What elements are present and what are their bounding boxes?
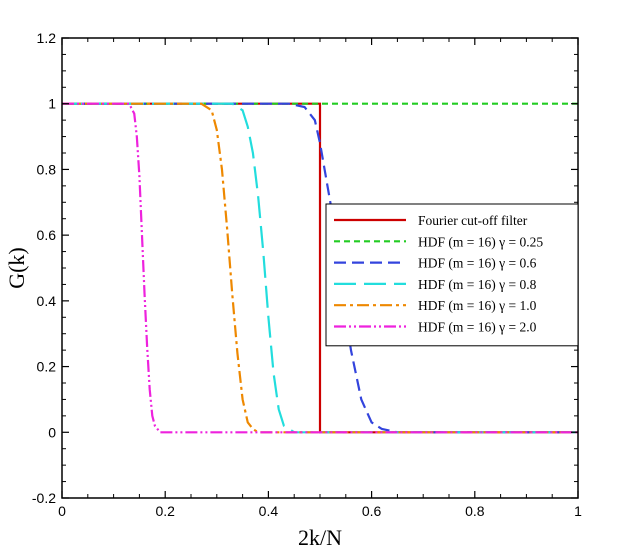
legend: Fourier cut-off filter HDF (m = 16) γ = 0… <box>325 203 579 347</box>
legend-label: HDF (m = 16) γ = 1.0 <box>418 298 537 313</box>
x-tick-label: 1 <box>574 503 582 519</box>
y-axis-title: G(k) <box>4 247 29 289</box>
series-line-6 <box>62 102 578 434</box>
series-line-4 <box>62 102 578 434</box>
x-tick-label: 0.6 <box>362 503 382 519</box>
axis-ticks: 0 0.2 0.4 0.6 0.8 1-0.200.20.40.60.811.2 <box>32 30 582 519</box>
y-tick-label: 1.2 <box>37 30 57 46</box>
x-axis-title: 2k/N <box>298 525 342 550</box>
y-tick-label: 0.6 <box>37 227 57 243</box>
legend-label: HDF (m = 16) γ = 0.8 <box>418 277 537 292</box>
y-tick-label: 0.2 <box>37 359 57 375</box>
legend-label: HDF (m = 16) γ = 0.25 <box>418 234 543 249</box>
x-tick-label: 0.4 <box>259 503 279 519</box>
y-tick-label: 1 <box>48 96 56 112</box>
y-tick-label: 0.8 <box>37 161 57 177</box>
y-tick-label: 0 <box>48 424 56 440</box>
legend-box <box>325 203 579 347</box>
legend-label: HDF (m = 16) γ = 2.0 <box>418 320 537 335</box>
y-tick-label: 0.4 <box>37 293 57 309</box>
y-tick-label: -0.2 <box>32 490 56 506</box>
legend-label: Fourier cut-off filter <box>418 213 528 228</box>
legend-label: HDF (m = 16) γ = 0.6 <box>418 256 537 271</box>
x-tick-label: 0.2 <box>155 503 175 519</box>
x-tick-label: 0 <box>58 503 66 519</box>
x-tick-label: 0.8 <box>465 503 485 519</box>
